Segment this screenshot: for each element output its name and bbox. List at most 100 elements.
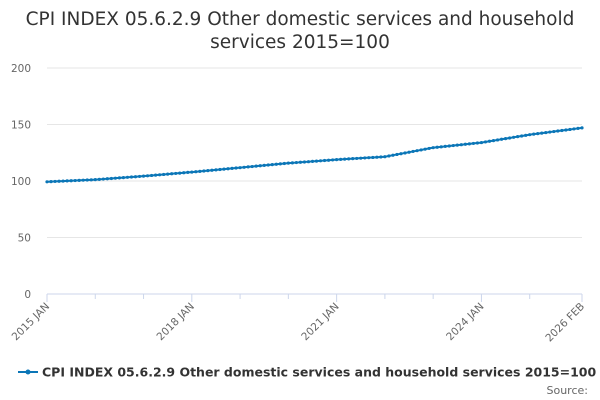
legend[interactable]: CPI INDEX 05.6.2.9 Other domestic servic… — [18, 365, 596, 380]
data-point-119 — [524, 133, 528, 137]
data-point-96 — [431, 146, 435, 150]
data-point-73 — [339, 157, 343, 161]
x-tick-label-2018-01: 2018 JAN — [154, 301, 196, 343]
data-point-36 — [190, 170, 194, 174]
data-point-131 — [572, 127, 576, 131]
data-point-7 — [73, 178, 77, 183]
chart-title-line-1: CPI INDEX 05.6.2.9 Other domestic servic… — [26, 9, 575, 30]
data-point-63 — [298, 160, 303, 164]
data-point-99 — [443, 144, 447, 148]
data-point-116 — [512, 135, 516, 139]
data-point-100 — [447, 144, 451, 148]
data-point-8 — [77, 178, 81, 182]
data-point-71 — [331, 158, 335, 162]
y-tick-label-0: 0 — [24, 289, 31, 301]
data-point-94 — [423, 147, 427, 151]
data-point-44 — [222, 167, 226, 171]
data-point-74 — [343, 157, 347, 161]
data-point-83 — [379, 155, 383, 159]
data-point-4 — [61, 179, 65, 183]
data-point-51 — [250, 164, 254, 169]
data-point-70 — [326, 158, 331, 162]
data-point-77 — [355, 156, 359, 161]
chart-title-line-2: services 2015=100 — [210, 32, 390, 53]
data-point-29 — [162, 172, 166, 177]
data-point-57 — [274, 162, 278, 166]
source-label: Source: — [547, 384, 589, 397]
data-point-79 — [363, 156, 367, 160]
data-point-50 — [246, 165, 250, 169]
data-point-38 — [198, 169, 202, 173]
data-point-11 — [89, 178, 93, 182]
data-point-61 — [290, 161, 294, 165]
data-point-76 — [351, 157, 355, 161]
data-point-48 — [238, 166, 242, 170]
data-point-40 — [206, 169, 210, 173]
y-tick-label-50: 50 — [18, 233, 31, 245]
data-point-90 — [407, 150, 411, 154]
data-point-107 — [475, 141, 480, 145]
data-point-23 — [137, 174, 142, 179]
data-point-47 — [234, 166, 238, 170]
data-point-26 — [149, 173, 154, 178]
data-point-84 — [383, 155, 387, 159]
gridlines — [47, 67, 582, 238]
data-point-25 — [145, 174, 150, 178]
data-point-42 — [214, 168, 218, 172]
data-point-129 — [564, 128, 568, 132]
data-point-75 — [347, 157, 351, 161]
data-point-82 — [375, 155, 379, 159]
data-point-89 — [403, 151, 407, 155]
data-point-66 — [310, 159, 315, 163]
data-point-5 — [65, 179, 69, 183]
data-point-39 — [202, 169, 206, 173]
data-point-91 — [411, 149, 415, 154]
data-point-93 — [419, 148, 423, 152]
data-point-87 — [395, 152, 399, 157]
data-point-69 — [322, 158, 327, 163]
data-point-62 — [294, 160, 298, 165]
data-point-1 — [49, 180, 53, 184]
data-point-19 — [121, 176, 126, 180]
data-point-28 — [158, 173, 162, 177]
data-point-9 — [81, 178, 85, 182]
x-tick-label-2015-01: 2015 JAN — [10, 301, 52, 343]
data-point-102 — [455, 143, 459, 147]
data-point-120 — [528, 133, 532, 137]
data-point-128 — [560, 128, 564, 133]
x-tick-label-2021-01: 2021 JAN — [299, 301, 341, 343]
data-point-64 — [302, 160, 307, 164]
data-point-20 — [125, 175, 130, 179]
data-point-58 — [278, 162, 282, 166]
data-point-45 — [226, 167, 230, 171]
legend-swatch-marker — [25, 369, 31, 375]
data-point-41 — [210, 168, 214, 172]
data-point-95 — [427, 146, 431, 151]
data-point-114 — [503, 137, 508, 141]
data-point-15 — [105, 177, 109, 181]
data-point-33 — [178, 171, 182, 175]
data-point-101 — [451, 143, 455, 148]
data-point-109 — [483, 140, 488, 144]
data-point-35 — [186, 170, 190, 175]
data-point-49 — [242, 165, 246, 169]
data-point-55 — [266, 163, 270, 167]
data-point-106 — [471, 141, 475, 146]
data-point-132 — [576, 126, 580, 131]
data-point-68 — [318, 159, 323, 163]
data-point-86 — [391, 153, 395, 157]
data-point-32 — [174, 171, 178, 176]
data-point-111 — [491, 139, 496, 143]
data-point-113 — [499, 137, 504, 141]
data-point-56 — [270, 163, 274, 167]
data-point-123 — [540, 131, 544, 135]
data-point-22 — [133, 175, 138, 179]
data-point-121 — [532, 132, 536, 136]
legend-label: CPI INDEX 05.6.2.9 Other domestic servic… — [42, 365, 596, 380]
data-point-27 — [154, 173, 158, 177]
data-point-104 — [463, 142, 467, 146]
data-point-127 — [556, 129, 560, 133]
data-point-115 — [507, 136, 512, 140]
data-point-133 — [580, 126, 584, 130]
